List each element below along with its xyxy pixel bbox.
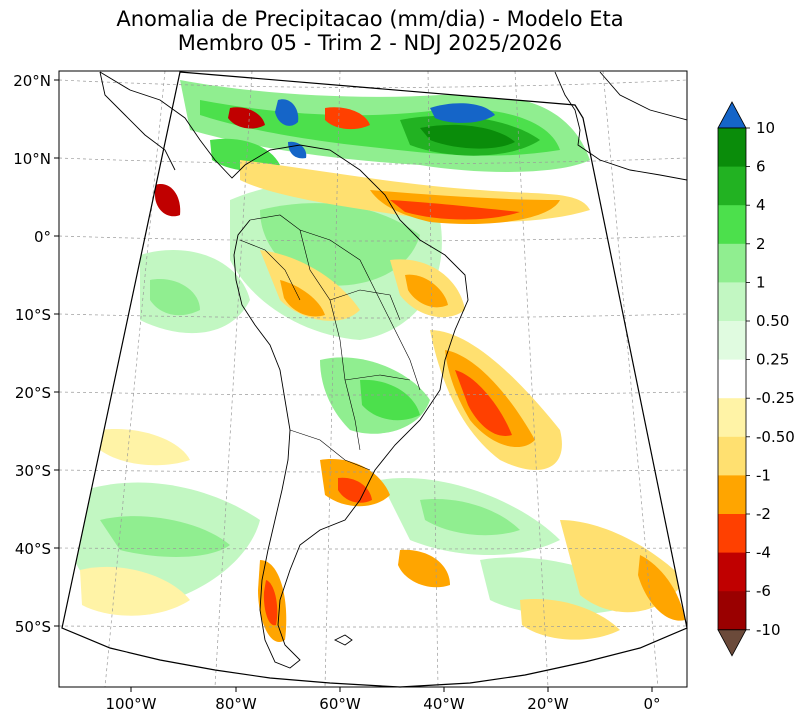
lat-label-40s: 40°S — [15, 540, 51, 558]
lon-label-80w: 80°W — [215, 695, 257, 713]
lat-label-50s: 50°S — [15, 618, 51, 636]
colorbar-segment — [718, 166, 746, 206]
lat-label-10n: 10°N — [13, 150, 51, 168]
colorbar-segment — [718, 205, 746, 245]
colorbar-segment — [718, 552, 746, 592]
colorbar-tick-label: -10 — [756, 621, 781, 639]
colorbar: 10 6 4 2 1 0.50 0.25 -0.25 -0.50 -1 -2 -4 -6 -10 — [717, 101, 795, 657]
plot-frame — [58, 70, 688, 688]
lon-label-20w: 20°W — [527, 695, 569, 713]
lon-label-60w: 60°W — [319, 695, 361, 713]
anomaly-field — [62, 72, 687, 687]
lat-label-10s: 10°S — [15, 306, 51, 324]
graticule — [59, 71, 687, 687]
colorbar-tick-label: 0.25 — [756, 351, 789, 369]
colorbar-tick-label: -0.50 — [756, 428, 795, 446]
country-borders — [239, 214, 421, 471]
lat-label-20n: 20°N — [13, 72, 51, 90]
colorbar-segment — [718, 475, 746, 515]
colorbar-segment — [718, 282, 746, 322]
colorbar-segment — [718, 436, 746, 476]
colorbar-segment — [718, 243, 746, 283]
colorbar-tick-label: 4 — [756, 196, 766, 214]
colorbar-segment — [718, 128, 746, 168]
colorbar-segments — [717, 101, 747, 657]
colorbar-tick-label: 10 — [756, 119, 775, 137]
domain-outline — [61, 71, 688, 688]
lon-label-40w: 40°W — [423, 695, 465, 713]
map-title-line-2: Membro 05 - Trim 2 - NDJ 2025/2026 — [177, 31, 563, 55]
colorbar-tick-label: 6 — [756, 158, 766, 176]
axis-ticks — [54, 79, 653, 692]
colorbar-tick-label: -6 — [756, 582, 771, 600]
colorbar-segment — [718, 359, 746, 399]
lat-label-30s: 30°S — [15, 462, 51, 480]
colorbar-tick-label: -1 — [756, 466, 771, 484]
colorbar-tick-label: -2 — [756, 505, 771, 523]
colorbar-tick-label: -4 — [756, 544, 771, 562]
colorbar-segment — [718, 398, 746, 438]
lat-label-20s: 20°S — [15, 384, 51, 402]
coastlines — [99, 71, 687, 669]
lon-label-0: 0° — [643, 695, 660, 713]
colorbar-extend-top — [717, 101, 747, 129]
colorbar-tick-label: -0.25 — [756, 389, 795, 407]
colorbar-segment — [718, 591, 746, 631]
colorbar-tick-label: 2 — [756, 235, 766, 253]
colorbar-segment — [718, 514, 746, 554]
lat-label-0: 0° — [34, 228, 51, 246]
map-title-line-1: Anomalia de Precipitacao (mm/dia) - Mode… — [116, 7, 624, 31]
colorbar-tick-label: 1 — [756, 273, 766, 291]
colorbar-tick-label: 0.50 — [756, 312, 789, 330]
colorbar-extend-bottom — [717, 629, 747, 657]
colorbar-segment — [718, 321, 746, 361]
lon-label-100w: 100°W — [106, 695, 157, 713]
colorbar-labels: 10 6 4 2 1 0.50 0.25 -0.25 -0.50 -1 -2 -4 -6 -10 — [746, 119, 795, 639]
